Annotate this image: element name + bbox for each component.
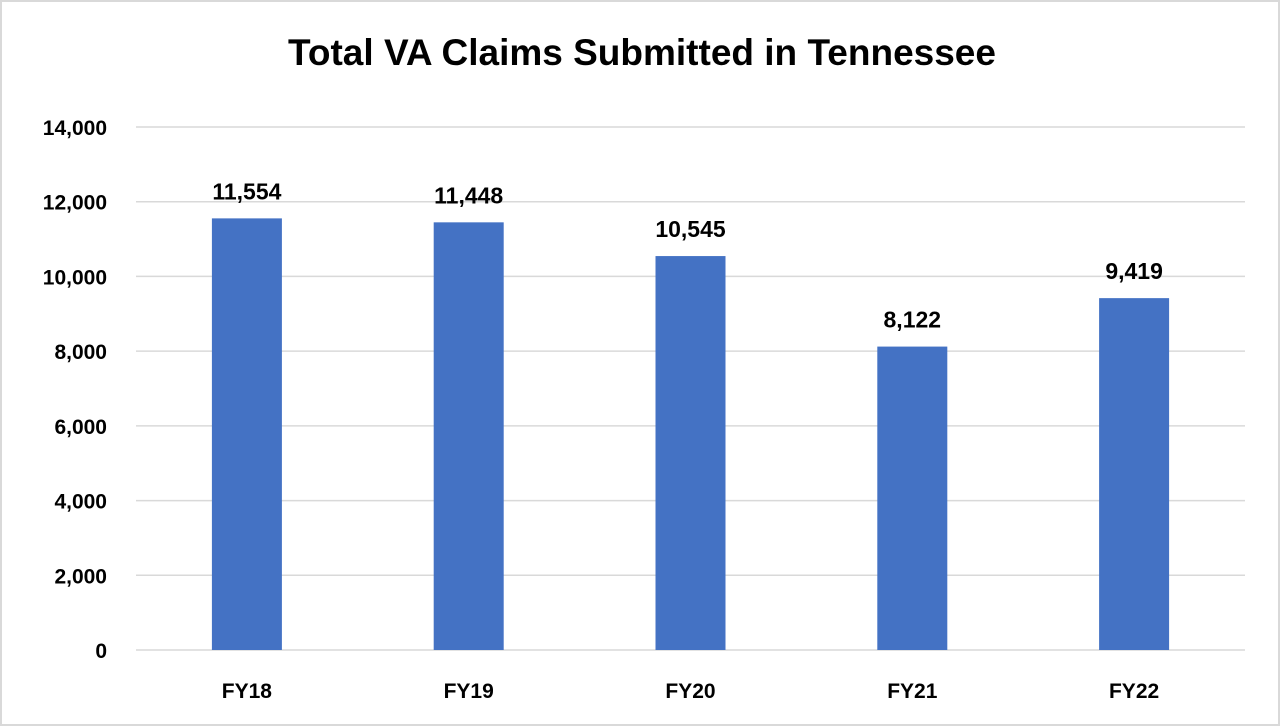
chart-title: Total VA Claims Submitted in Tennessee [288, 32, 996, 73]
x-tick-label: FY21 [887, 680, 938, 703]
y-tick-label: 12,000 [43, 192, 107, 215]
data-label: 11,448 [434, 182, 503, 208]
y-tick-label: 2,000 [54, 565, 107, 588]
x-tick-label: FY22 [1109, 680, 1159, 703]
y-tick-label: 10,000 [43, 266, 107, 289]
bar-fy20 [655, 256, 726, 650]
y-tick-label: 0 [95, 640, 107, 663]
x-tick-label: FY20 [665, 680, 715, 703]
y-tick-label: 6,000 [54, 416, 107, 439]
x-tick-label: FY19 [444, 680, 494, 703]
y-tick-label: 14,000 [43, 117, 107, 140]
bar-fy22 [1099, 298, 1170, 650]
y-tick-label: 8,000 [54, 341, 107, 364]
y-tick-label: 4,000 [54, 491, 107, 514]
x-tick-label: FY18 [222, 680, 273, 703]
bar-fy21 [877, 346, 948, 650]
bar-fy19 [433, 222, 504, 650]
data-label: 11,554 [212, 178, 281, 204]
data-label: 10,545 [655, 216, 726, 242]
data-label: 9,419 [1105, 258, 1163, 284]
bar-fy18 [211, 218, 282, 651]
data-label: 8,122 [884, 307, 942, 333]
